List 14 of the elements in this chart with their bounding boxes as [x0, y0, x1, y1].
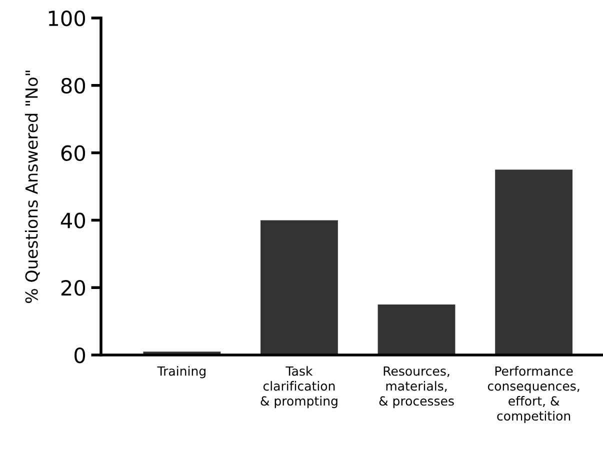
- x-tick-label: Resources, materials, & processes: [379, 366, 454, 408]
- y-tick-label: 40: [60, 212, 86, 228]
- y-axis-title: % Questions Answered "No": [24, 70, 40, 303]
- bar: [260, 220, 338, 355]
- bar: [495, 170, 573, 355]
- y-tick-label: 80: [61, 78, 86, 94]
- y-tick-label: 100: [48, 10, 86, 26]
- x-tick-label: Training: [157, 366, 206, 378]
- x-tick-label: Performance consequences, effort, & competition: [488, 366, 580, 424]
- y-tick-label: 60: [61, 145, 86, 162]
- bar: [378, 304, 456, 355]
- y-tick-label: 0: [74, 347, 86, 364]
- y-tick-label: 20: [61, 280, 86, 296]
- x-tick-label: Task clarification & prompting: [260, 366, 338, 408]
